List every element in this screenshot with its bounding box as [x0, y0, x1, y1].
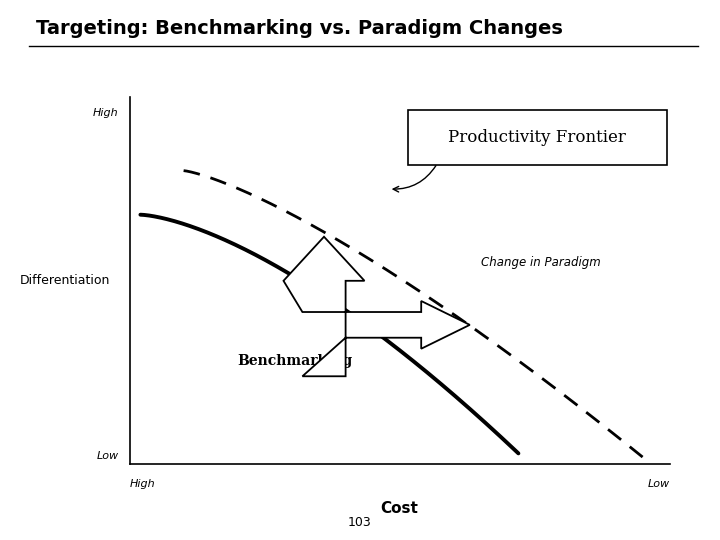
Text: High: High: [130, 479, 156, 489]
Text: Productivity Frontier: Productivity Frontier: [449, 129, 626, 146]
Text: Benchmarking: Benchmarking: [238, 354, 353, 368]
Polygon shape: [284, 237, 469, 376]
FancyBboxPatch shape: [408, 110, 667, 165]
Text: Low: Low: [647, 479, 670, 489]
Text: Cost: Cost: [381, 501, 418, 516]
Text: Change in Paradigm: Change in Paradigm: [480, 256, 600, 269]
Text: 103: 103: [348, 516, 372, 529]
Text: High: High: [93, 108, 119, 118]
Text: Low: Low: [96, 451, 119, 461]
Text: Differentiation: Differentiation: [19, 274, 110, 287]
Text: Targeting: Benchmarking vs. Paradigm Changes: Targeting: Benchmarking vs. Paradigm Cha…: [36, 19, 563, 38]
